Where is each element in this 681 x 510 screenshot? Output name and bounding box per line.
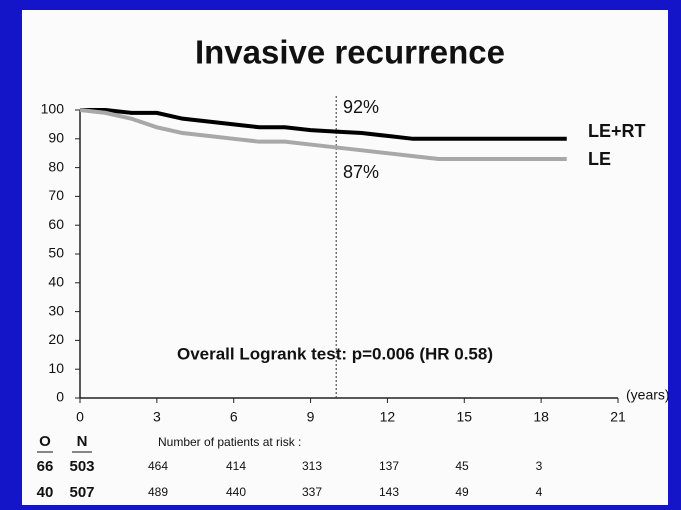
table-cell: 143 <box>379 485 399 499</box>
table-cell: 507 <box>69 484 94 501</box>
table-header: N <box>77 433 88 450</box>
table-cell: 489 <box>148 485 168 499</box>
y-tick-label: 60 <box>48 216 64 232</box>
table-cell: 49 <box>455 485 469 499</box>
x-tick-label: 6 <box>230 409 238 425</box>
slide-panel <box>22 10 668 505</box>
table-cell: 337 <box>302 485 322 499</box>
table-cell: 440 <box>226 485 246 499</box>
y-tick-label: 40 <box>48 274 64 290</box>
survival-curve <box>80 108 567 141</box>
table-cell: 4 <box>536 485 543 499</box>
legend-label: LE+RT <box>588 121 646 141</box>
x-axis-label: (years) <box>626 387 670 403</box>
table-cell: 503 <box>69 458 94 475</box>
y-tick-label: 50 <box>48 245 64 261</box>
survival-curve <box>79 108 567 161</box>
y-tick-label: 30 <box>48 302 64 318</box>
y-tick-label: 90 <box>48 130 64 146</box>
y-tick-label: 20 <box>48 331 64 347</box>
table-header: O <box>39 433 51 450</box>
table-cell: 45 <box>455 459 469 473</box>
annotation: Overall Logrank test: p=0.006 (HR 0.58) <box>177 344 493 363</box>
y-tick-label: 70 <box>48 187 64 203</box>
legend-label: LE <box>588 149 611 169</box>
x-tick-label: 21 <box>610 409 626 425</box>
table-header: Number of patients at risk : <box>158 435 301 449</box>
x-tick-label: 12 <box>380 409 396 425</box>
y-tick-label: 80 <box>48 158 64 174</box>
table-cell: 313 <box>302 459 322 473</box>
x-tick-label: 0 <box>76 409 84 425</box>
table-cell: 464 <box>148 459 168 473</box>
table-cell: 3 <box>536 459 543 473</box>
annotation: 87% <box>343 162 379 182</box>
x-tick-label: 9 <box>307 409 315 425</box>
table-cell: 40 <box>37 484 54 501</box>
table-cell: 66 <box>37 458 54 475</box>
x-tick-label: 15 <box>456 409 472 425</box>
x-tick-label: 3 <box>153 409 161 425</box>
chart-title: Invasive recurrence <box>195 34 505 71</box>
table-cell: 414 <box>226 459 246 473</box>
y-tick-label: 0 <box>56 389 64 405</box>
annotation: 92% <box>343 97 379 117</box>
y-tick-label: 10 <box>48 360 64 376</box>
y-tick-label: 100 <box>41 101 65 117</box>
x-tick-label: 18 <box>533 409 549 425</box>
table-cell: 137 <box>379 459 399 473</box>
